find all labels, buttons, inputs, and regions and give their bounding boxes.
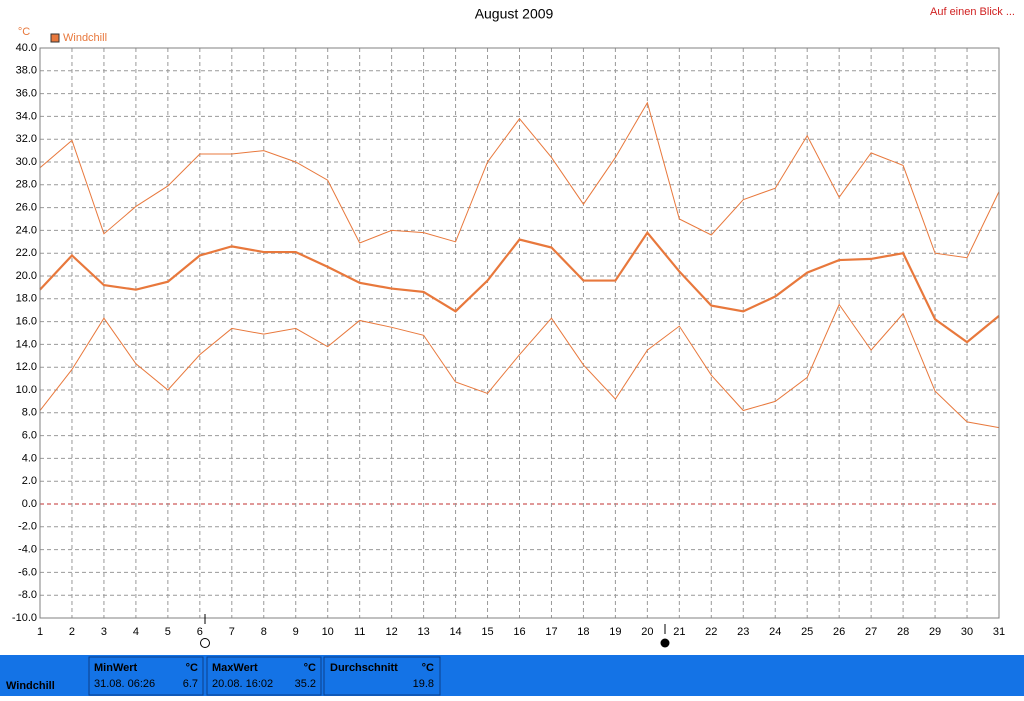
x-tick-label: 12	[386, 626, 398, 638]
x-tick-label: 11	[354, 626, 365, 638]
y-tick-label: 32.0	[16, 133, 37, 145]
footer-title: Durchschnitt	[330, 662, 398, 674]
x-tick-label: 26	[833, 626, 845, 638]
y-tick-label: 30.0	[16, 156, 37, 168]
y-tick-label: -6.0	[18, 566, 37, 578]
y-unit: °C	[18, 26, 30, 38]
footer-unit: °C	[186, 662, 198, 674]
moon-icon	[660, 638, 670, 648]
y-tick-label: 34.0	[16, 110, 37, 122]
y-tick-label: -10.0	[12, 612, 37, 624]
x-tick-label: 28	[897, 626, 909, 638]
y-tick-label: 14.0	[16, 338, 37, 350]
y-tick-label: -4.0	[18, 544, 37, 556]
x-tick-label: 5	[165, 626, 171, 638]
y-tick-label: 26.0	[16, 202, 37, 214]
y-tick-label: 20.0	[16, 270, 37, 282]
x-tick-label: 22	[705, 626, 717, 638]
x-tick-label: 14	[449, 626, 461, 638]
legend-label: Windchill	[63, 32, 107, 44]
y-tick-label: 8.0	[22, 407, 37, 419]
y-tick-label: 24.0	[16, 224, 37, 236]
footer-label: Windchill	[6, 680, 55, 692]
x-tick-label: 17	[545, 626, 557, 638]
y-tick-label: 28.0	[16, 179, 37, 191]
footer: Windchill MinWert °C 31.08. 06:26 6.7 Ma…	[0, 655, 1024, 696]
plot-frame	[39, 47, 1000, 619]
link[interactable]: Auf einen Blick ...	[930, 6, 1015, 18]
y-tick-label: 36.0	[16, 88, 37, 100]
x-tick-label: 10	[322, 626, 334, 638]
y-tick-label: 22.0	[16, 247, 37, 259]
footer-cell	[206, 656, 322, 696]
footer-unit: °C	[422, 662, 434, 674]
x-tick-label: 2	[69, 626, 75, 638]
x-tick-label: 7	[229, 626, 235, 638]
footer-value: 19.8	[413, 678, 434, 690]
footer-cell	[323, 656, 441, 696]
footer-value: 6.7	[183, 678, 198, 690]
x-tick-label: 20	[641, 626, 653, 638]
x-tick-label: 9	[293, 626, 299, 638]
x-tick-label: 1	[37, 626, 43, 638]
footer-date: 20.08. 16:02	[212, 678, 273, 690]
x-tick-label: 18	[577, 626, 589, 638]
footer-title: MaxWert	[212, 662, 258, 674]
y-tick-label: 10.0	[16, 384, 37, 396]
x-tick-label: 31	[993, 626, 1005, 638]
moon-icon	[200, 638, 210, 648]
x-tick-label: 8	[261, 626, 267, 638]
x-tick-label: 25	[801, 626, 813, 638]
y-tick-label: 6.0	[22, 430, 37, 442]
footer-cell	[88, 656, 204, 696]
x-tick-label: 30	[961, 626, 973, 638]
y-tick-label: 16.0	[16, 316, 37, 328]
y-tick-label: 38.0	[16, 65, 37, 77]
y-tick-label: 40.0	[16, 42, 37, 54]
y-tick-label: 2.0	[22, 475, 37, 487]
x-tick-label: 23	[737, 626, 749, 638]
footer-value: 35.2	[295, 678, 316, 690]
chart-title: August 2009	[475, 6, 554, 22]
line	[39, 230, 1000, 344]
x-tick-label: 15	[481, 626, 493, 638]
x-tick-label: 16	[513, 626, 525, 638]
y-tick-label: -8.0	[18, 589, 37, 601]
y-tick-label: 4.0	[22, 452, 37, 464]
x-tick-label: 3	[101, 626, 107, 638]
x-tick-label: 27	[865, 626, 877, 638]
y-tick-label: 0.0	[22, 498, 37, 510]
x-tick-label: 4	[133, 626, 139, 638]
x-tick-label: 13	[417, 626, 429, 638]
line	[39, 303, 1000, 429]
y-tick-label: 18.0	[16, 293, 37, 305]
x-tick-label: 24	[769, 626, 781, 638]
footer-date: 31.08. 06:26	[94, 678, 155, 690]
x-tick-label: 19	[609, 626, 621, 638]
legend-swatch	[50, 33, 60, 43]
x-tick-label: 21	[673, 626, 685, 638]
y-tick-label: 12.0	[16, 361, 37, 373]
footer-unit: °C	[304, 662, 316, 674]
x-tick-label: 29	[929, 626, 941, 638]
line	[39, 101, 1000, 259]
y-tick-label: -2.0	[18, 521, 37, 533]
x-tick-label: 6	[197, 626, 203, 638]
footer-title: MinWert	[94, 662, 138, 674]
